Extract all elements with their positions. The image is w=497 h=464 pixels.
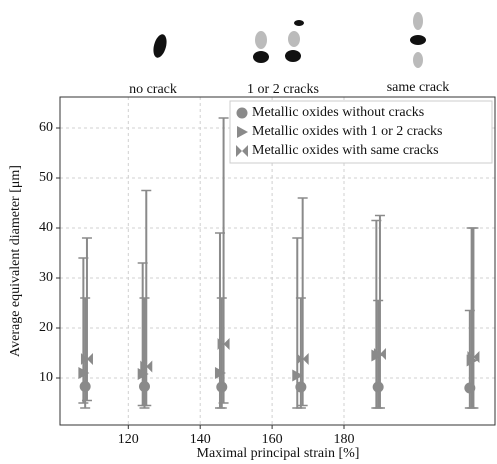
y-tick-label: 20 [39, 320, 53, 335]
point [217, 338, 230, 350]
legend-label: Metallic oxides without cracks [252, 105, 424, 120]
x-tick-label: 180 [334, 432, 355, 447]
blob [294, 20, 304, 26]
x-axis-label: Maximal principal strain [%] [197, 446, 360, 461]
x-tick-label: 140 [190, 432, 211, 447]
legend-box [229, 100, 493, 164]
y-tick-label: 40 [39, 220, 53, 235]
blob [410, 35, 426, 45]
point [138, 381, 150, 392]
blob [413, 12, 423, 30]
y-tick-label: 60 [39, 120, 53, 135]
point [467, 351, 480, 363]
x-tick-label: 120 [118, 432, 139, 447]
point [140, 360, 153, 373]
point [296, 353, 309, 365]
point [372, 381, 384, 393]
annotation: same crack [387, 80, 450, 95]
point [80, 353, 93, 365]
y-tick-label: 10 [39, 370, 53, 385]
point [216, 381, 228, 393]
point [373, 348, 386, 360]
point [214, 367, 226, 379]
y-tick-label: 30 [39, 270, 53, 285]
plot-frame [59, 96, 496, 426]
crack-illustrations [153, 12, 426, 68]
blob [413, 52, 423, 68]
point [79, 381, 91, 392]
annotation: no crack [129, 82, 177, 97]
legend-label: Metallic oxides with 1 or 2 cracks [252, 124, 443, 139]
x-tick-label: 160 [262, 432, 283, 447]
point [78, 367, 90, 379]
legend-marker [237, 126, 248, 138]
blob [253, 51, 269, 63]
blob [288, 31, 300, 47]
legend-marker [236, 107, 248, 119]
y-axis-label: Average equivalent diameter [μm] [8, 165, 23, 357]
blob [285, 50, 301, 62]
blob [255, 31, 267, 49]
annotation: 1 or 2 cracks [247, 82, 319, 97]
point [292, 369, 304, 382]
blob [153, 34, 167, 58]
y-tick-label: 50 [39, 170, 53, 185]
legend-marker [236, 145, 248, 157]
legend-label: Metallic oxides with same cracks [252, 143, 439, 158]
